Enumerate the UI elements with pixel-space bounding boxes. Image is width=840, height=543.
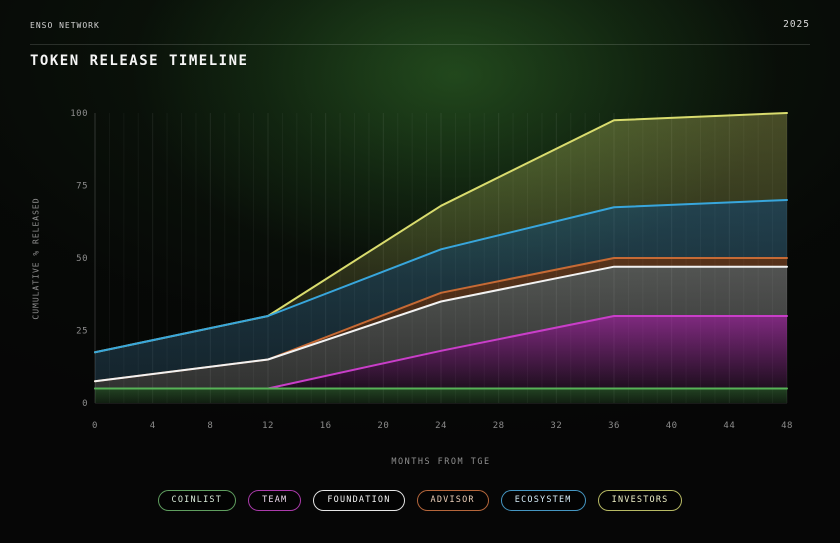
y-tick-label-0: 0 bbox=[82, 399, 88, 409]
legend-pill-investors[interactable]: INVESTORS bbox=[597, 490, 683, 511]
y-axis-title-text: CUMULATIVE % RELEASED bbox=[31, 196, 41, 320]
area-team bbox=[95, 316, 787, 389]
legend-pill-team[interactable]: TEAM bbox=[248, 490, 302, 511]
x-tick-label-32: 32 bbox=[550, 421, 562, 431]
x-axis-title: MONTHS FROM TGE bbox=[391, 457, 491, 467]
legend-pill-ecosystem[interactable]: ECOSYSTEM bbox=[500, 490, 586, 511]
legend: COINLIST TEAM FOUNDATION ADVISOR ECOSYSTEM IN… bbox=[0, 490, 840, 511]
x-tick-label-48: 48 bbox=[781, 421, 793, 431]
x-tick-label-8: 8 bbox=[207, 421, 213, 431]
y-tick-label-100: 100 bbox=[70, 109, 88, 119]
x-tick-label-0: 0 bbox=[92, 421, 98, 431]
page-title: TOKEN RELEASE TIMELINE bbox=[30, 53, 249, 69]
legend-pill-foundation[interactable]: FOUNDATION bbox=[313, 490, 405, 511]
legend-pill-advisor[interactable]: ADVISOR bbox=[416, 490, 489, 511]
x-tick-label-36: 36 bbox=[608, 421, 620, 431]
brand-label: ENSO NETWORK bbox=[30, 21, 100, 30]
y-tick-label-75: 75 bbox=[76, 182, 88, 192]
y-tick-label-25: 25 bbox=[76, 327, 88, 337]
x-tick-label-12: 12 bbox=[262, 421, 274, 431]
x-tick-label-24: 24 bbox=[435, 421, 447, 431]
x-tick-label-20: 20 bbox=[377, 421, 389, 431]
area-foundation bbox=[95, 266, 787, 389]
area-investors bbox=[95, 113, 787, 353]
x-tick-label-16: 16 bbox=[320, 421, 332, 431]
year-label: 2025 bbox=[783, 19, 810, 30]
y-tick-label-50: 50 bbox=[76, 254, 88, 264]
header-divider bbox=[30, 44, 810, 45]
legend-pill-coinlist[interactable]: COINLIST bbox=[157, 490, 237, 511]
area-coinlist bbox=[95, 388, 787, 403]
y-axis-title: CUMULATIVE % RELEASED bbox=[28, 113, 44, 403]
x-tick-label-28: 28 bbox=[493, 421, 505, 431]
x-tick-label-40: 40 bbox=[666, 421, 678, 431]
x-tick-label-44: 44 bbox=[723, 421, 735, 431]
line-ecosystem bbox=[94, 199, 788, 354]
x-tick-label-4: 4 bbox=[150, 421, 156, 431]
line-foundation bbox=[94, 265, 788, 383]
area-ecosystem bbox=[95, 200, 787, 382]
